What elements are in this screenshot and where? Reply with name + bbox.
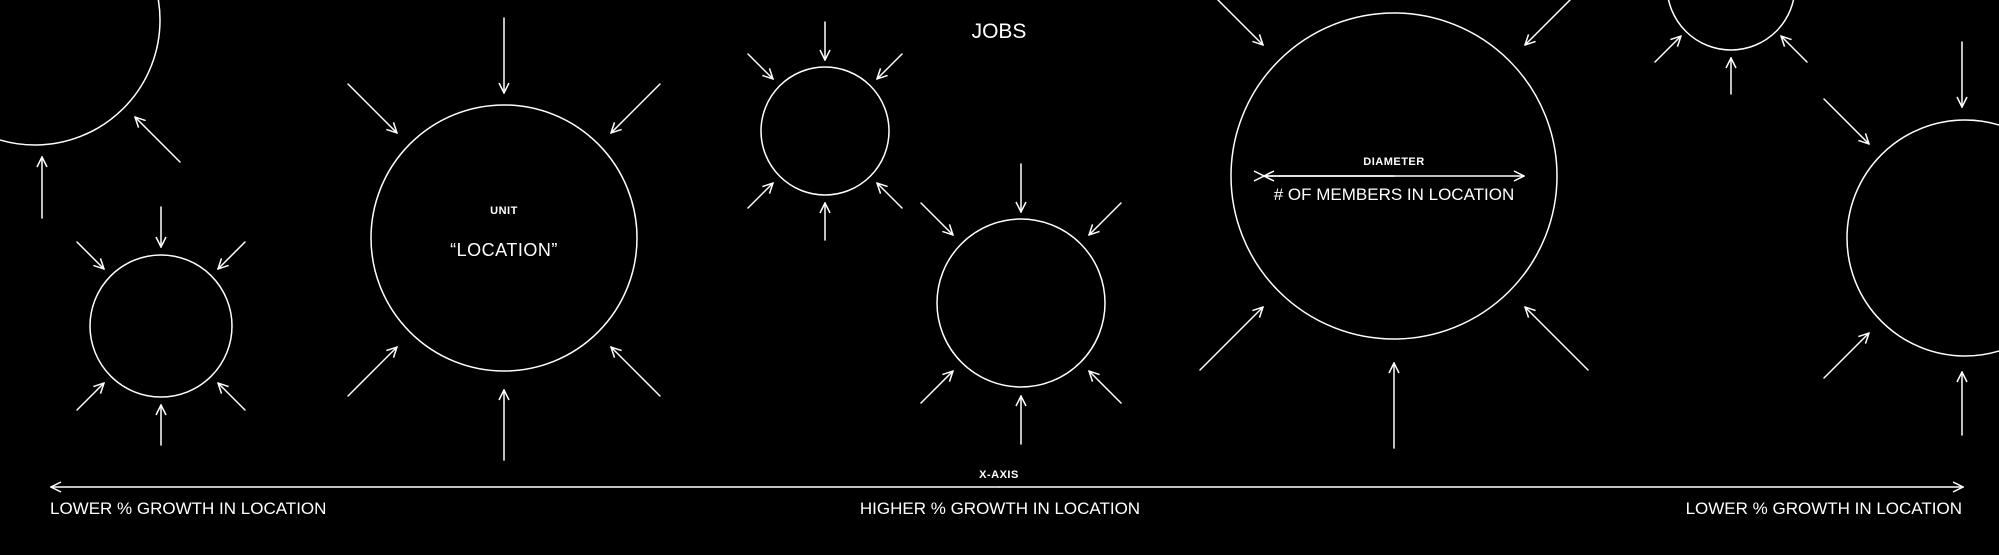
diameter-label: DIAMETER xyxy=(1363,156,1424,168)
x-axis-left-label: LOWER % GROWTH IN LOCATION xyxy=(50,499,326,518)
location-circle-e xyxy=(920,163,1122,445)
location-circle-b xyxy=(76,206,246,446)
x-axis-right-label: LOWER % GROWTH IN LOCATION xyxy=(1686,499,1962,518)
unit-label: UNIT xyxy=(490,205,518,217)
unit-value: “LOCATION” xyxy=(450,240,558,260)
location-circle-a xyxy=(0,0,181,219)
diameter-value: # OF MEMBERS IN LOCATION xyxy=(1274,185,1515,204)
location-circle-h xyxy=(1823,41,1999,436)
location-circle-d xyxy=(747,21,903,241)
location-circle-g xyxy=(1654,0,1808,95)
x-axis-center-label: HIGHER % GROWTH IN LOCATION xyxy=(860,499,1140,518)
x-axis-label: X-AXIS xyxy=(979,469,1019,481)
location-circle-diameter xyxy=(1199,0,1589,449)
location-circle-unit xyxy=(347,17,661,461)
diagram-title: JOBS xyxy=(972,20,1027,43)
